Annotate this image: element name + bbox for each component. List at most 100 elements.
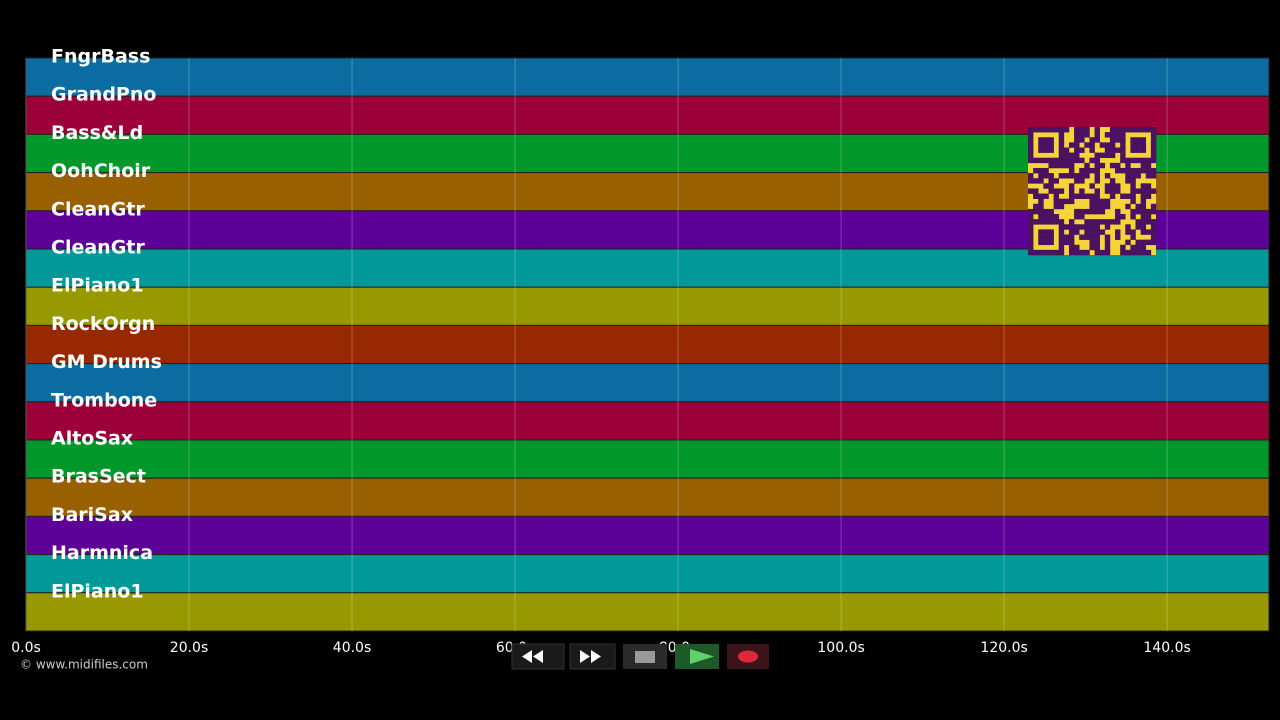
track-band <box>25 57 1270 97</box>
qr-module <box>1028 229 1034 235</box>
track-band <box>25 554 1270 594</box>
qr-module <box>1084 234 1090 240</box>
qr-module <box>1043 183 1049 189</box>
qr-module <box>1135 167 1141 174</box>
qr-module <box>1104 183 1111 189</box>
qr-module <box>1028 244 1034 251</box>
qr-module <box>1140 208 1147 215</box>
qr-module <box>1043 239 1049 246</box>
track-band <box>25 248 1270 288</box>
tick-label: 120.0s <box>980 640 1027 656</box>
qr-module <box>1038 249 1044 256</box>
qr-module <box>1130 198 1136 205</box>
qr-module <box>1089 244 1095 251</box>
qr-module <box>1063 152 1070 159</box>
qr-module <box>1150 167 1157 174</box>
track-band <box>25 515 1270 556</box>
copyright: © www.midifiles.com <box>20 658 148 672</box>
qr-module <box>1130 178 1136 184</box>
qr-module <box>1048 239 1054 246</box>
qr-module <box>1028 214 1034 220</box>
track-band <box>25 592 1270 632</box>
qr-module <box>1028 157 1034 164</box>
qr-module <box>1145 173 1152 179</box>
qr-module <box>1099 229 1106 235</box>
qr-module <box>1038 173 1044 179</box>
qr-module <box>1048 162 1054 169</box>
qr-module <box>1058 157 1065 164</box>
qr-module <box>1068 183 1075 189</box>
record-button[interactable] <box>727 644 769 669</box>
qr-module <box>1120 132 1126 138</box>
qr-module <box>1130 137 1136 143</box>
play-button[interactable] <box>675 644 719 669</box>
qr-module <box>1130 127 1136 133</box>
qr-module <box>1038 142 1044 148</box>
qr-module <box>1068 162 1075 169</box>
stop-button[interactable] <box>623 644 667 669</box>
qr-module <box>1058 239 1065 246</box>
qr-module <box>1068 239 1075 246</box>
qr-module <box>1043 173 1049 179</box>
qr-module <box>1053 193 1060 199</box>
qr-module <box>1150 239 1157 246</box>
qr-module <box>1043 142 1049 148</box>
qr-module <box>1140 198 1147 205</box>
qr-module <box>1120 214 1126 220</box>
qr-module <box>1068 229 1075 235</box>
tick-label: 20.0s <box>170 640 208 656</box>
qr-module <box>1043 229 1049 235</box>
qr-module <box>1053 198 1060 205</box>
qr-module <box>1074 152 1080 159</box>
qr-module <box>1058 249 1065 256</box>
qr-module <box>1038 157 1044 164</box>
qr-module <box>1150 219 1157 225</box>
track-band <box>25 439 1270 479</box>
qr-module <box>1125 229 1131 235</box>
qr-module <box>1094 152 1100 159</box>
qr-module <box>1058 188 1065 194</box>
qr-module <box>1120 157 1126 164</box>
qr-module <box>1033 193 1039 199</box>
qr-module <box>1028 239 1034 246</box>
qr-module <box>1109 132 1116 138</box>
qr-module <box>1140 167 1147 174</box>
qr-module <box>1135 137 1141 143</box>
qr-module <box>1094 229 1100 235</box>
qr-module <box>1063 147 1070 153</box>
rewind-button[interactable] <box>511 643 565 670</box>
qr-module <box>1063 198 1070 205</box>
qr-module <box>1053 219 1060 225</box>
qr-module <box>1094 193 1100 199</box>
qr-module <box>1028 127 1034 133</box>
qr-module <box>1079 178 1085 184</box>
qr-module <box>1068 249 1075 256</box>
qr-module <box>1094 188 1100 194</box>
qr-module <box>1079 224 1085 230</box>
qr-module <box>1063 224 1070 230</box>
qr-module <box>1099 208 1106 215</box>
qr-module <box>1125 193 1131 199</box>
qr-module <box>1140 229 1147 235</box>
qr-module <box>1150 208 1157 215</box>
qr-module <box>1104 198 1111 205</box>
qr-module <box>1048 183 1054 189</box>
qr-module <box>1104 239 1111 246</box>
qr-module <box>1028 142 1034 148</box>
qr-module <box>1140 147 1147 153</box>
qr-module <box>1084 219 1090 225</box>
qr-module <box>1068 244 1075 251</box>
qr-module <box>1033 203 1039 210</box>
qr-module <box>1048 142 1054 148</box>
qr-module <box>1120 142 1126 148</box>
qr-module <box>1115 214 1121 220</box>
qr-module <box>1058 127 1065 133</box>
forward-button[interactable] <box>569 643 616 670</box>
qr-module <box>1150 137 1157 143</box>
qr-module <box>1104 142 1111 148</box>
qr-module <box>1028 147 1034 153</box>
qr-module <box>1125 162 1131 169</box>
qr-module <box>1084 208 1090 215</box>
tick-label: 140.0s <box>1143 640 1190 656</box>
qr-module <box>1104 188 1111 194</box>
